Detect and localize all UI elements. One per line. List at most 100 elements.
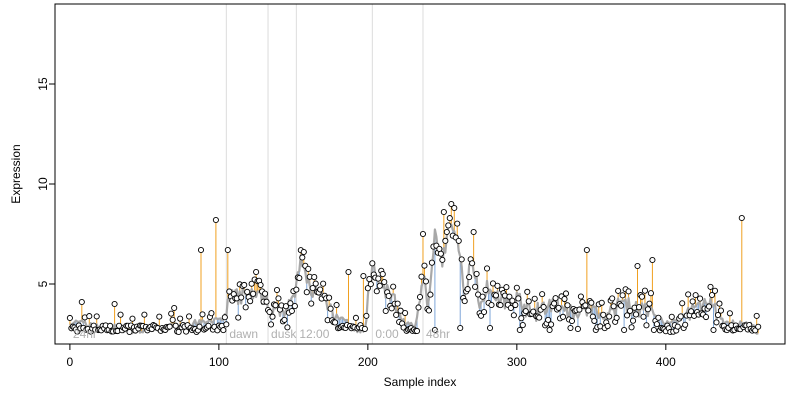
data-point [507, 304, 514, 312]
data-point [606, 313, 613, 320]
data-point [677, 313, 684, 320]
data-point [506, 293, 513, 300]
data-point [171, 304, 178, 312]
data-point [241, 281, 248, 289]
data-point [238, 294, 245, 301]
data-point [415, 304, 422, 311]
data-point [481, 308, 488, 316]
y-tick-label: 15 [36, 77, 50, 91]
data-point [524, 288, 531, 295]
data-point [327, 305, 334, 312]
data-point [509, 297, 516, 304]
data-point [679, 300, 686, 307]
data-point [272, 302, 279, 309]
data-point [448, 200, 455, 208]
data-point [305, 265, 312, 272]
x-tick-label: 400 [656, 355, 676, 369]
data-point [479, 293, 486, 300]
data-point [443, 228, 450, 236]
data-point [582, 302, 589, 309]
data-point [394, 300, 401, 307]
data-point [440, 208, 447, 216]
data-point [376, 282, 383, 289]
phase-label: 0:00 [375, 327, 399, 341]
data-point [66, 314, 73, 322]
y-tick-label: 5 [36, 280, 50, 287]
data-point [421, 262, 428, 269]
data-point [78, 298, 85, 306]
data-point [93, 313, 100, 320]
data-point [510, 312, 517, 319]
data-point [366, 276, 373, 283]
data-point [385, 292, 392, 300]
data-point [111, 300, 118, 308]
data-point [375, 275, 382, 282]
data-point [126, 328, 133, 336]
data-point [267, 321, 275, 328]
data-point [646, 300, 653, 307]
data-point [284, 324, 291, 331]
data-point [618, 302, 625, 309]
data-point [531, 295, 538, 302]
phase-marker-labels: 24hr dawn dusk 12:00 0:00 48hr [73, 327, 450, 341]
data-point [166, 323, 173, 330]
data-point [525, 298, 532, 305]
data-point [552, 295, 559, 302]
data-point [753, 312, 760, 319]
data-point [598, 299, 605, 306]
data-point [650, 326, 657, 334]
x-tick-label: 300 [507, 355, 527, 369]
data-point [379, 271, 386, 278]
data-point [530, 308, 537, 315]
data-point [685, 291, 692, 298]
data-point [262, 290, 269, 297]
data-point [574, 325, 581, 332]
data-point [702, 313, 710, 321]
data-point [458, 256, 465, 263]
data-point [275, 295, 282, 302]
data-point [299, 254, 306, 261]
data-point [352, 314, 359, 321]
data-point [634, 262, 641, 270]
data-point [466, 274, 473, 281]
data-point [624, 312, 631, 319]
data-points [66, 200, 762, 336]
data-point [197, 246, 205, 254]
data-point [568, 317, 576, 325]
data-point [212, 216, 219, 224]
data-point [220, 327, 227, 334]
data-point [333, 301, 340, 309]
data-point [416, 293, 424, 301]
data-point [428, 259, 435, 266]
data-point [711, 287, 719, 294]
data-point [172, 322, 179, 329]
data-point [156, 313, 163, 320]
data-point [469, 260, 476, 267]
data-point [461, 298, 468, 305]
x-tick-label: 200 [358, 355, 378, 369]
data-point [373, 288, 380, 295]
data-point [364, 285, 371, 292]
x-tick-label: 100 [209, 355, 229, 369]
data-point [674, 323, 681, 330]
data-point [540, 303, 547, 311]
data-point [175, 328, 182, 335]
data-point [257, 281, 264, 289]
data-point [561, 295, 568, 303]
data-point [141, 311, 148, 318]
data-point [418, 273, 425, 280]
data-point [613, 314, 620, 321]
data-point [199, 311, 206, 318]
data-point [562, 290, 570, 297]
data-point [326, 294, 333, 301]
data-point [591, 317, 598, 324]
phase-label: 12:00 [299, 327, 329, 341]
data-point [309, 284, 316, 292]
data-point [451, 204, 458, 212]
data-point [716, 300, 723, 307]
data-point [402, 309, 409, 317]
data-point [619, 292, 626, 299]
data-point [576, 306, 583, 313]
